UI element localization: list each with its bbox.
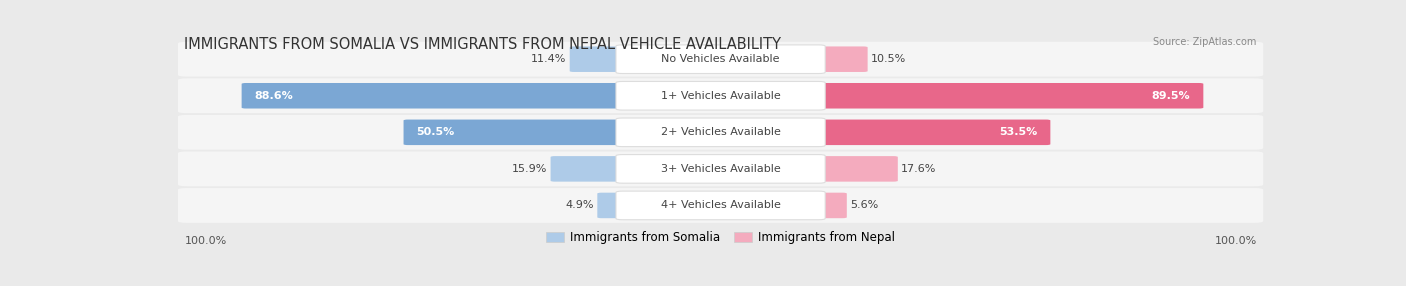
Text: 100.0%: 100.0% xyxy=(1215,236,1257,246)
FancyBboxPatch shape xyxy=(179,42,1263,77)
FancyBboxPatch shape xyxy=(616,118,825,147)
FancyBboxPatch shape xyxy=(569,46,627,72)
FancyBboxPatch shape xyxy=(179,78,1263,113)
Legend: Immigrants from Somalia, Immigrants from Nepal: Immigrants from Somalia, Immigrants from… xyxy=(541,226,900,249)
Text: 53.5%: 53.5% xyxy=(1000,127,1038,137)
FancyBboxPatch shape xyxy=(814,46,868,72)
FancyBboxPatch shape xyxy=(616,154,825,183)
Text: 11.4%: 11.4% xyxy=(531,54,567,64)
Text: 2+ Vehicles Available: 2+ Vehicles Available xyxy=(661,127,780,137)
FancyBboxPatch shape xyxy=(814,193,846,218)
Text: 100.0%: 100.0% xyxy=(184,236,226,246)
Text: 5.6%: 5.6% xyxy=(851,200,879,210)
FancyBboxPatch shape xyxy=(814,120,1050,145)
FancyBboxPatch shape xyxy=(551,156,627,182)
Text: 17.6%: 17.6% xyxy=(901,164,936,174)
Text: 50.5%: 50.5% xyxy=(416,127,456,137)
Text: 89.5%: 89.5% xyxy=(1152,91,1191,101)
FancyBboxPatch shape xyxy=(179,152,1263,186)
Text: Source: ZipAtlas.com: Source: ZipAtlas.com xyxy=(1153,37,1257,47)
Text: 1+ Vehicles Available: 1+ Vehicles Available xyxy=(661,91,780,101)
FancyBboxPatch shape xyxy=(616,82,825,110)
Text: 10.5%: 10.5% xyxy=(870,54,905,64)
Text: 4+ Vehicles Available: 4+ Vehicles Available xyxy=(661,200,780,210)
FancyBboxPatch shape xyxy=(404,120,627,145)
FancyBboxPatch shape xyxy=(616,45,825,74)
FancyBboxPatch shape xyxy=(179,115,1263,150)
Text: 4.9%: 4.9% xyxy=(565,200,595,210)
Text: 88.6%: 88.6% xyxy=(254,91,294,101)
FancyBboxPatch shape xyxy=(242,83,627,108)
FancyBboxPatch shape xyxy=(814,156,898,182)
Text: IMMIGRANTS FROM SOMALIA VS IMMIGRANTS FROM NEPAL VEHICLE AVAILABILITY: IMMIGRANTS FROM SOMALIA VS IMMIGRANTS FR… xyxy=(184,37,782,51)
Text: No Vehicles Available: No Vehicles Available xyxy=(661,54,780,64)
FancyBboxPatch shape xyxy=(616,191,825,220)
Text: 15.9%: 15.9% xyxy=(512,164,547,174)
Text: 3+ Vehicles Available: 3+ Vehicles Available xyxy=(661,164,780,174)
FancyBboxPatch shape xyxy=(814,83,1204,108)
FancyBboxPatch shape xyxy=(179,188,1263,223)
FancyBboxPatch shape xyxy=(598,193,627,218)
